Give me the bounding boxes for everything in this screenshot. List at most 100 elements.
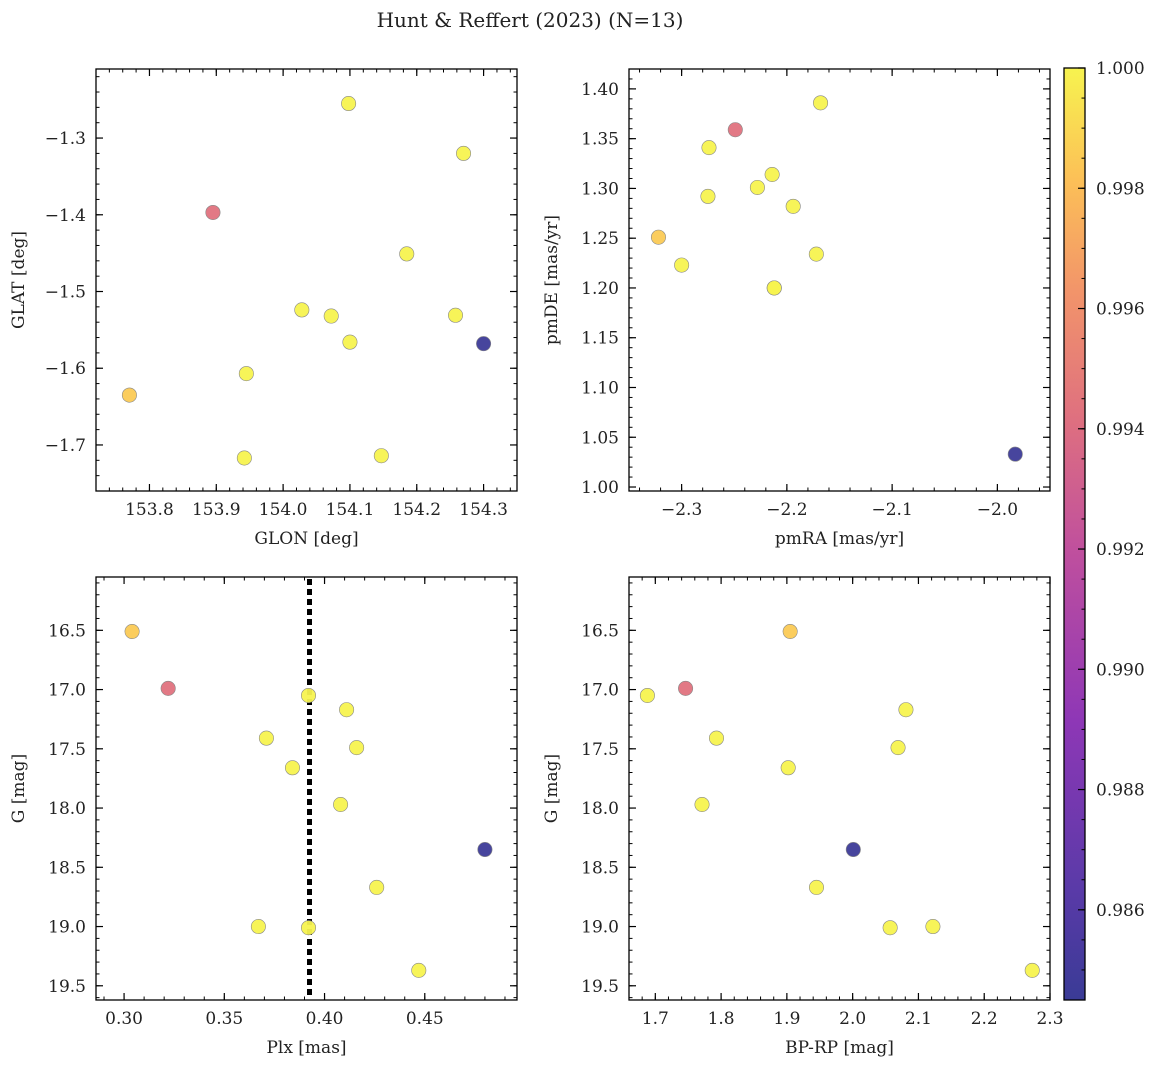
x-tick-label: −2.2 bbox=[766, 500, 807, 520]
scatter-point bbox=[678, 680, 694, 696]
colorbar-tick-label: 0.994 bbox=[1096, 420, 1145, 440]
scatter-point bbox=[258, 730, 274, 746]
scatter-point bbox=[301, 687, 317, 703]
y-tick-label: 16.5 bbox=[48, 621, 86, 641]
y-tick-label: −1.7 bbox=[45, 436, 86, 456]
y-tick-label: −1.6 bbox=[45, 359, 86, 379]
y-tick-label: 1.10 bbox=[581, 378, 619, 398]
scatter-point bbox=[236, 450, 252, 466]
x-tick-label: 2.0 bbox=[839, 1009, 866, 1029]
y-tick-label: 18.5 bbox=[48, 858, 86, 878]
y-tick-label: 16.5 bbox=[581, 621, 619, 641]
scatter-point bbox=[898, 702, 914, 718]
x-tick-label: 0.40 bbox=[306, 1009, 344, 1029]
scatter-point bbox=[124, 624, 140, 640]
y-tick-label: 19.0 bbox=[48, 918, 86, 938]
colorbar-tick-label: 0.998 bbox=[1096, 179, 1145, 199]
x-tick-label: 1.7 bbox=[642, 1009, 669, 1029]
x-tick-label: −2.0 bbox=[977, 500, 1018, 520]
scatter-point bbox=[411, 962, 427, 978]
y-axis-label: G [mag] bbox=[9, 754, 29, 823]
y-tick-label: 17.0 bbox=[581, 681, 619, 701]
scatter-point bbox=[284, 760, 300, 776]
colorbar-tick-label: 0.996 bbox=[1096, 300, 1145, 320]
axes-frame bbox=[95, 68, 518, 492]
scatter-point bbox=[373, 448, 389, 464]
y-tick-label: 1.40 bbox=[581, 80, 619, 100]
y-tick-label: 1.20 bbox=[581, 279, 619, 299]
scatter-point bbox=[1007, 446, 1023, 462]
x-tick-label: 154.3 bbox=[459, 500, 508, 520]
scatter-point bbox=[456, 145, 472, 161]
scatter-point bbox=[369, 879, 385, 895]
scatter-point bbox=[694, 796, 710, 812]
y-tick-label: −1.5 bbox=[45, 283, 86, 303]
x-tick-label: 154.1 bbox=[326, 500, 375, 520]
x-tick-label: 1.9 bbox=[773, 1009, 800, 1029]
x-tick-label: 0.35 bbox=[205, 1009, 243, 1029]
x-tick-label: 2.2 bbox=[971, 1009, 998, 1029]
scatter-point bbox=[766, 280, 782, 296]
scatter-point bbox=[764, 167, 780, 183]
scatter-point bbox=[250, 919, 266, 935]
colorbar-tick-label: 0.988 bbox=[1096, 781, 1145, 801]
scatter-point bbox=[708, 730, 724, 746]
x-tick-label: 1.8 bbox=[708, 1009, 735, 1029]
y-tick-label: −1.3 bbox=[45, 129, 86, 149]
x-tick-label: 2.3 bbox=[1036, 1009, 1063, 1029]
scatter-point bbox=[650, 229, 666, 245]
panel-parallax-magnitude: 0.30 0.35 0.40 0.45 16.5 17.0 17.5 18.0 18.5 19.0… bbox=[9, 576, 518, 1058]
scatter-point bbox=[813, 95, 829, 111]
y-tick-label: 19.0 bbox=[581, 918, 619, 938]
x-tick-label: 0.30 bbox=[105, 1009, 143, 1029]
y-tick-label: 1.25 bbox=[581, 229, 619, 249]
colorbar-tick-label: 0.990 bbox=[1096, 660, 1145, 680]
y-tick-label: 1.15 bbox=[581, 329, 619, 349]
x-axis-label: BP-RP [mag] bbox=[785, 1038, 894, 1058]
y-tick-label: 1.30 bbox=[581, 179, 619, 199]
y-tick-label: 18.0 bbox=[581, 799, 619, 819]
scatter-point bbox=[205, 204, 221, 220]
y-tick-label: 17.5 bbox=[48, 740, 86, 760]
scatter-point bbox=[890, 740, 906, 756]
colorbar: 0.986 0.988 0.990 0.992 0.994 0.996 0.998 1.000 bbox=[1063, 59, 1145, 1001]
x-tick-label: 2.1 bbox=[905, 1009, 932, 1029]
scatter-point bbox=[845, 842, 861, 858]
scatter-point bbox=[294, 302, 310, 318]
scatter-point bbox=[674, 257, 690, 273]
y-tick-label: 17.0 bbox=[48, 681, 86, 701]
scatter-point bbox=[780, 760, 796, 776]
colorbar-tick-label: 1.000 bbox=[1096, 59, 1145, 79]
scatter-point bbox=[448, 307, 464, 323]
scatter-point bbox=[808, 879, 824, 895]
figure-title: Hunt & Reffert (2023) (N=13) bbox=[377, 8, 684, 32]
y-axis-label: GLAT [deg] bbox=[9, 231, 29, 329]
scatter-point bbox=[121, 387, 137, 403]
x-tick-label: −2.1 bbox=[871, 500, 912, 520]
axes-frame bbox=[95, 576, 518, 1001]
y-tick-label: 1.00 bbox=[581, 478, 619, 498]
colorbar-gradient bbox=[1063, 67, 1086, 1001]
scatter-point bbox=[727, 122, 743, 138]
colorbar-tick-label: 0.992 bbox=[1096, 540, 1145, 560]
x-tick-label: 153.9 bbox=[192, 500, 241, 520]
y-tick-label: 1.35 bbox=[581, 130, 619, 150]
scatter-point bbox=[749, 179, 765, 195]
x-axis-label: pmRA [mas/yr] bbox=[775, 529, 904, 549]
y-tick-label: −1.4 bbox=[45, 206, 86, 226]
scatter-point bbox=[701, 140, 717, 156]
axes-frame bbox=[628, 68, 1051, 492]
x-axis-label: GLON [deg] bbox=[254, 529, 358, 549]
scatter-point bbox=[301, 920, 317, 936]
scatter-point bbox=[785, 198, 801, 214]
scatter-point bbox=[700, 188, 716, 204]
panel-sky-position: 153.8 153.9 154.0 154.1 154.2 154.3 −1.3 −1.4 −1… bbox=[9, 68, 518, 549]
scatter-point bbox=[782, 624, 798, 640]
scatter-point bbox=[341, 96, 357, 112]
panel-color-magnitude: 1.7 1.8 1.9 2.0 2.1 2.2 2.3 16.5 17.0 17.5 18.0 18.… bbox=[542, 576, 1064, 1058]
scatter-point bbox=[639, 687, 655, 703]
scatter-point bbox=[339, 702, 355, 718]
y-axis-label: pmDE [mas/yr] bbox=[542, 215, 562, 345]
scatter-point bbox=[477, 842, 493, 858]
